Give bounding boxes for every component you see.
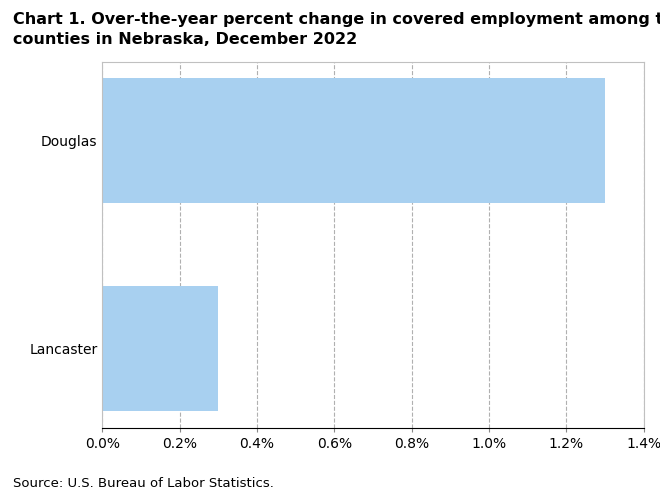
Bar [102, 78, 605, 203]
Text: counties in Nebraska, December 2022: counties in Nebraska, December 2022 [13, 32, 358, 47]
Bar [102, 286, 218, 411]
Text: Chart 1. Over-the-year percent change in covered employment among the largest: Chart 1. Over-the-year percent change in… [13, 12, 660, 27]
Text: Source: U.S. Bureau of Labor Statistics.: Source: U.S. Bureau of Labor Statistics. [13, 477, 274, 490]
